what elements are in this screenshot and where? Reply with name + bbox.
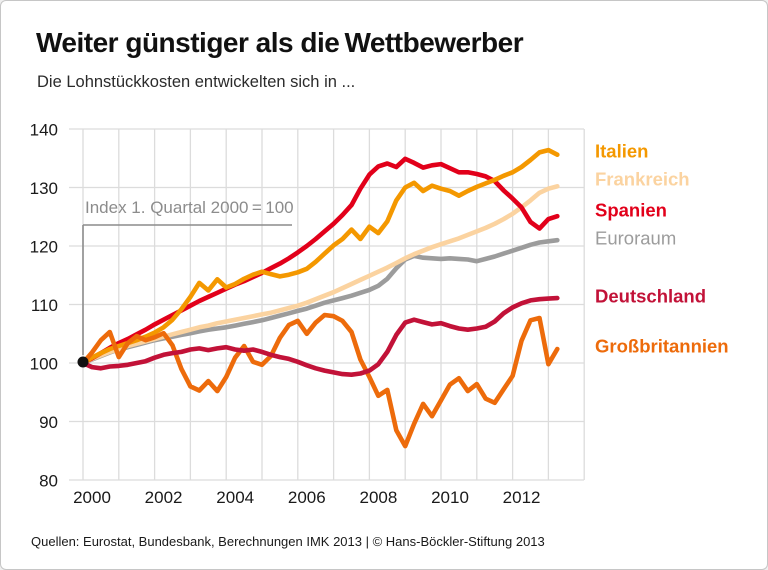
series-line-Frankreich <box>80 184 560 366</box>
x-axis-tick-label: 2004 <box>216 488 254 507</box>
x-axis-tick-label: 2008 <box>359 488 397 507</box>
series-line-Deutschland <box>80 295 560 378</box>
x-axis-tick-label: 2012 <box>503 488 541 507</box>
y-axis-tick-label: 100 <box>30 355 58 374</box>
y-axis-tick-label: 140 <box>30 121 58 140</box>
source-note: Quellen: Eurostat, Bundesbank, Berechnun… <box>31 534 545 549</box>
legend-label-Großbritannien: Großbritannien <box>595 336 729 357</box>
series-line-Großbritannien <box>80 312 560 449</box>
index-start-dot <box>77 356 89 368</box>
y-axis-tick-label: 90 <box>39 413 58 432</box>
legend-label-Italien: Italien <box>595 141 648 162</box>
series-line-Italien <box>80 147 560 366</box>
y-axis-tick-label: 130 <box>30 179 58 198</box>
legend-label-Euroraum: Euroraum <box>595 228 676 249</box>
index-annotation: Index 1. Quartal 2000 = 100 <box>85 198 294 217</box>
legend-label-Deutschland: Deutschland <box>595 286 706 307</box>
page-title: Weiter günstiger als die Wettbewerber <box>36 27 524 58</box>
series-line-Spanien <box>80 156 560 366</box>
legend-label-Frankreich: Frankreich <box>595 169 690 190</box>
x-axis-tick-label: 2002 <box>145 488 183 507</box>
y-axis-tick-label: 120 <box>30 238 58 257</box>
legend-label-Spanien: Spanien <box>595 200 667 221</box>
x-axis-tick-label: 2010 <box>431 488 469 507</box>
x-axis-tick-label: 2006 <box>288 488 326 507</box>
chart-subtitle: Die Lohnstückkosten entwickelten sich in… <box>37 73 356 91</box>
y-axis-tick-label: 110 <box>31 296 58 315</box>
y-axis-tick-label: 80 <box>39 472 58 491</box>
x-axis-tick-label: 2000 <box>73 488 111 507</box>
